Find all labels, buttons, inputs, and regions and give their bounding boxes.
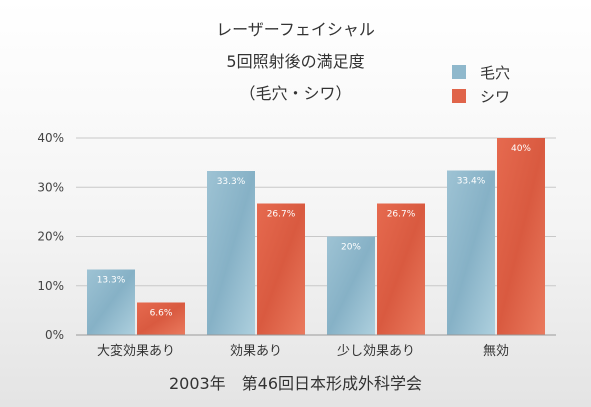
chart-title-line-1: レーザーフェイシャル [216, 20, 375, 39]
footer-source: 2003年 第46回日本形成外科学会 [168, 374, 423, 393]
data-label: 13.3% [97, 275, 126, 285]
chart-title-line-2: 5回照射後の満足度 [226, 52, 365, 71]
data-label: 20% [341, 243, 361, 253]
data-label: 26.7% [387, 210, 416, 220]
bar [377, 203, 425, 335]
y-tick-label: 0% [45, 328, 64, 342]
legend-label-pores: 毛穴 [480, 63, 511, 82]
data-label: 26.7% [267, 210, 296, 220]
bar [87, 269, 135, 335]
x-tick-label: 効果あり [230, 344, 282, 359]
bar [257, 203, 305, 335]
y-tick-label: 20% [37, 230, 64, 244]
x-tick-label: 少し効果あり [337, 344, 415, 359]
legend-item-wrinkles: シワ [452, 86, 510, 106]
bar [497, 138, 545, 335]
bar [207, 170, 255, 335]
y-tick-label: 40% [37, 131, 64, 145]
data-label: 40% [511, 144, 531, 154]
x-tick-label: 無効 [483, 344, 509, 359]
bar [137, 302, 185, 335]
data-label: 6.6% [150, 308, 173, 318]
bar [447, 170, 495, 335]
legend-swatch-pores [452, 65, 466, 79]
y-tick-label: 30% [37, 180, 64, 194]
data-label: 33.4% [457, 177, 486, 187]
x-tick-label: 大変効果あり [97, 343, 175, 359]
data-label: 33.3% [217, 177, 246, 187]
legend-swatch-wrinkles [452, 89, 466, 103]
bar [327, 236, 375, 335]
legend-item-pores: 毛穴 [452, 62, 510, 82]
chart-title-line-3: （毛穴・シワ） [239, 84, 352, 103]
y-tick-label: 10% [37, 279, 64, 293]
legend-label-wrinkles: シワ [480, 87, 511, 106]
